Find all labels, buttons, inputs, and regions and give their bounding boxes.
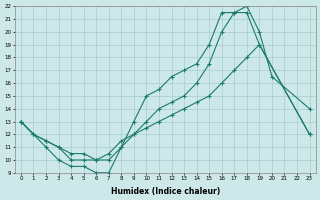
- X-axis label: Humidex (Indice chaleur): Humidex (Indice chaleur): [111, 187, 220, 196]
